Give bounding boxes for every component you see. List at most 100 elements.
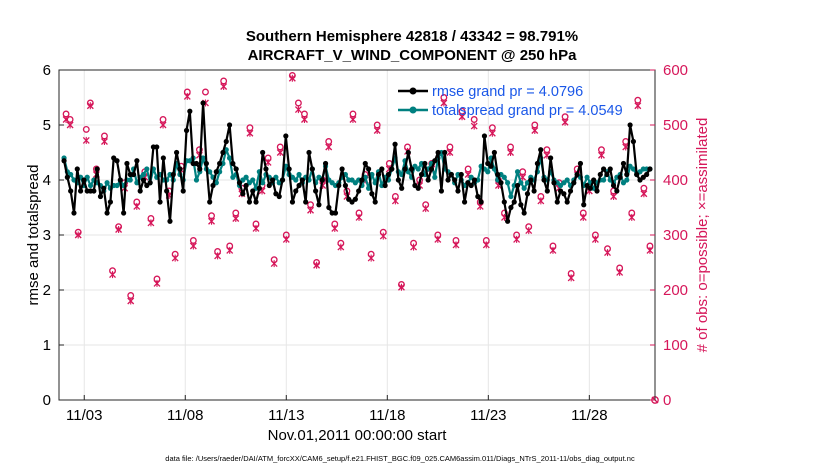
obs-possible-marker xyxy=(634,96,642,104)
obs-assimilated-marker xyxy=(410,243,418,251)
rmse-point xyxy=(511,199,517,205)
obs-assimilated-marker xyxy=(189,242,197,250)
rmse-point xyxy=(471,177,478,183)
rmse-point xyxy=(253,199,259,205)
rmse-point xyxy=(187,108,193,114)
obs-assimilated-marker xyxy=(531,127,539,134)
y-axis-right-ticks: 0 100 200 300 400 500 600 xyxy=(650,62,688,409)
rmse-point xyxy=(183,127,190,134)
obs-possible-marker xyxy=(488,124,496,132)
rmse-point xyxy=(117,177,123,183)
x-tick-label: 11/08 xyxy=(167,407,203,424)
rmse-point xyxy=(97,193,104,200)
y-axis-left-label: rmse and totalspread xyxy=(25,165,42,306)
totalspread-point xyxy=(601,177,607,183)
rmse-point xyxy=(250,188,256,194)
obs-assimilated-marker xyxy=(391,197,399,205)
rmse-point xyxy=(438,188,445,194)
rmse-point xyxy=(104,210,110,216)
rmse-point xyxy=(435,149,441,156)
rmse-point xyxy=(495,171,501,178)
rmse-point xyxy=(101,185,107,191)
rmse-point xyxy=(289,199,296,205)
rmse-point xyxy=(402,166,408,172)
rmse-point xyxy=(478,199,484,205)
rmse-point xyxy=(322,160,329,167)
obs-assimilated-marker xyxy=(109,271,116,279)
obs-assimilated-marker xyxy=(115,226,123,233)
totalspread-point xyxy=(87,182,94,189)
rmse-point xyxy=(607,166,613,172)
rmse-point xyxy=(303,199,309,205)
obs-assimilated-marker xyxy=(422,205,430,213)
rmse-point xyxy=(468,182,474,189)
rmse-point xyxy=(442,149,448,156)
rmse-point xyxy=(220,149,226,156)
obs-assimilated-marker xyxy=(331,224,339,232)
obs-assimilated-marker xyxy=(513,235,521,243)
y-left-tick-label: 3 xyxy=(43,227,51,244)
totalspread-point xyxy=(144,166,150,172)
obs-assimilated-marker xyxy=(226,246,234,254)
y-axis-right-label: # of obs: o=possible; ×=assimilated xyxy=(694,118,711,353)
rmse-point xyxy=(428,166,435,172)
rmse-point xyxy=(233,166,239,172)
rmse-point xyxy=(173,149,180,156)
obs-assimilated-marker xyxy=(646,246,654,254)
rmse-point xyxy=(316,202,322,208)
totalspread-point xyxy=(485,169,491,175)
rmse-point xyxy=(283,133,289,139)
totalspread-point xyxy=(226,155,233,161)
obs-assimilated-marker xyxy=(470,122,478,130)
totalspread-point xyxy=(521,185,527,191)
rmse-point xyxy=(610,182,617,189)
obs-assimilated-marker xyxy=(183,92,191,100)
rmse-point xyxy=(332,210,339,216)
rmse-point xyxy=(313,188,319,194)
y-right-tick-label: 0 xyxy=(663,392,671,409)
obs-assimilated-marker xyxy=(567,274,575,282)
rmse-point xyxy=(94,166,100,172)
rmse-point xyxy=(279,177,286,183)
rmse-point xyxy=(326,204,332,211)
rmse-point xyxy=(269,177,276,183)
obs-assimilated-marker xyxy=(355,213,363,221)
obs-assimilated-marker xyxy=(616,268,624,276)
rmse-point xyxy=(217,160,223,167)
obs-assimilated-marker xyxy=(482,241,490,249)
chart-subtitle: AIRCRAFT_V_WIND_COMPONENT @ 250 hPa xyxy=(248,47,578,64)
rmse-point xyxy=(571,180,577,186)
rmse-point xyxy=(319,177,325,183)
y-right-tick-label: 400 xyxy=(663,172,688,189)
rmse-point xyxy=(71,210,77,216)
obs-possible-marker xyxy=(307,201,314,209)
rmse-point xyxy=(561,191,567,197)
rmse-point xyxy=(226,122,233,128)
obs-assimilated-marker xyxy=(159,121,167,129)
rmse-point xyxy=(124,160,130,167)
rmse-point xyxy=(422,160,428,167)
rmse-point xyxy=(296,182,302,189)
rmse-point xyxy=(365,166,372,172)
obs-assimilated-marker xyxy=(525,227,533,235)
totalspread-point xyxy=(296,171,302,178)
rmse-point xyxy=(356,188,362,194)
obs-possible-marker xyxy=(349,110,357,118)
y-left-tick-label: 0 xyxy=(43,392,51,409)
legend-spread-marker xyxy=(409,106,417,114)
obs-assimilated-marker xyxy=(367,254,375,262)
obs-assimilated-marker xyxy=(307,206,314,214)
rmse-point xyxy=(177,166,183,172)
rmse-point xyxy=(203,160,209,167)
rmse-point xyxy=(392,141,398,147)
legend-rmse-label: rmse grand pr = 4.0796 xyxy=(432,84,583,100)
rmse-point xyxy=(362,160,368,167)
rmse-point xyxy=(475,193,481,200)
rmse-point xyxy=(236,180,243,186)
obs-assimilated-marker xyxy=(66,121,74,129)
rmse-point xyxy=(359,177,365,183)
obs-assimilated-marker xyxy=(288,74,296,82)
rmse-point xyxy=(601,166,607,172)
rmse-point xyxy=(488,163,494,169)
rmse-point xyxy=(564,199,570,205)
